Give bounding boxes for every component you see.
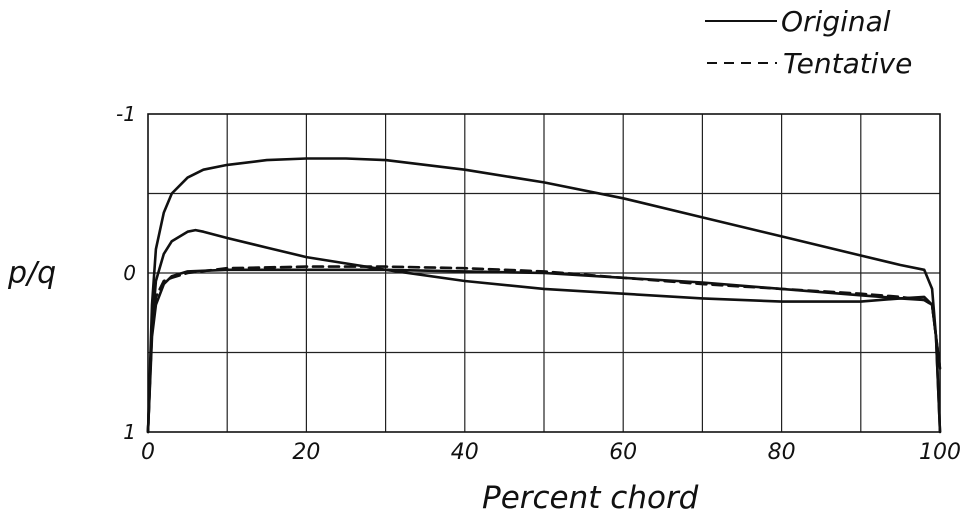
legend-label-tentative: Tentative [783, 47, 912, 80]
y-axis-label: p/q [7, 256, 56, 291]
series-line-original-1 [146, 157, 942, 434]
y-tick-label: 0 [123, 261, 136, 285]
x-axis-label: Percent chord [482, 480, 699, 516]
x-tick-label: 40 [451, 440, 479, 465]
plot-border [147, 113, 941, 433]
legend: Original Tentative [705, 5, 912, 80]
series-line-tentative-3 [146, 265, 942, 434]
chart-curves [146, 157, 942, 434]
x-tick-label: 100 [919, 440, 961, 465]
tick-labels: 0 20 40 60 80 100-101 [116, 102, 961, 465]
x-tick-label: 80 [768, 440, 796, 465]
x-tick-label: 20 [292, 440, 320, 465]
plot-frame [147, 113, 941, 433]
series-line-tentative-4 [146, 268, 942, 434]
legend-label-original: Original [781, 5, 891, 38]
y-tick-label: 1 [123, 420, 136, 444]
x-tick-label: 60 [609, 440, 637, 465]
y-tick-label: -1 [116, 102, 136, 126]
x-tick-label: 0 [141, 440, 155, 465]
